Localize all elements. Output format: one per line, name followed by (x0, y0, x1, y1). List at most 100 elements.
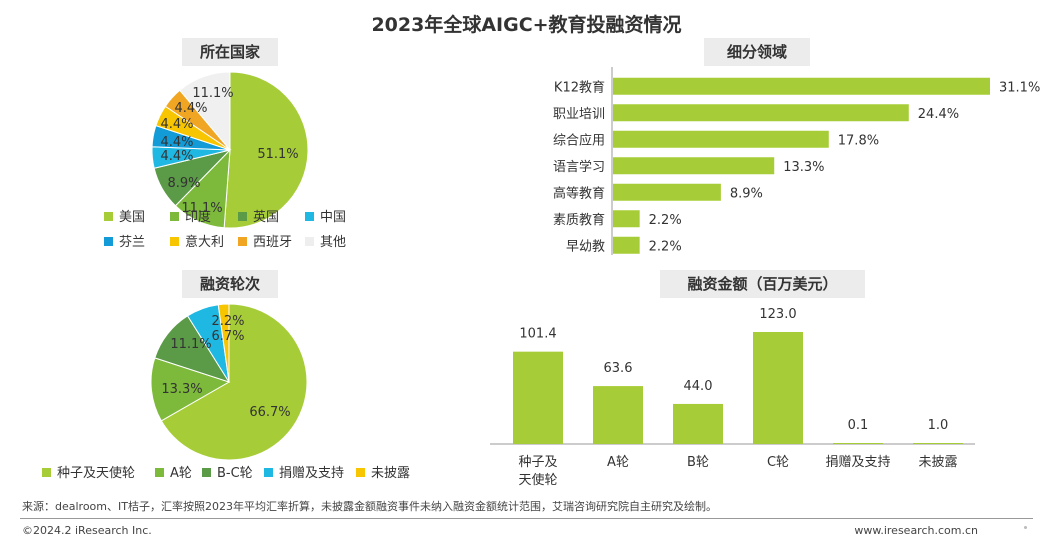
legend-item-bc-round: B-C轮 (202, 462, 253, 481)
sector-value-1: 24.4% (918, 107, 959, 122)
pie-label-round-0: 66.7% (249, 405, 290, 420)
legend-item-italy: 意大利 (170, 231, 224, 250)
amount-category-5: 未披露 (918, 455, 957, 470)
country-pie-chart: 51.1%11.1%8.9%4.4%4.4%4.4%4.4%11.1% (151, 71, 309, 229)
sector-category-4: 高等教育 (553, 185, 605, 201)
copyright: ©2024.2 iResearch Inc. (22, 524, 152, 537)
sector-value-4: 8.9% (730, 186, 763, 201)
sector-value-6: 2.2% (649, 239, 682, 254)
legend-item-donation: 捐赠及支持 (264, 462, 344, 481)
legend-swatch (104, 237, 113, 246)
pie-label-round-4: 2.2% (211, 314, 244, 329)
pie-label-round-2: 11.1% (170, 337, 211, 352)
legend-swatch (264, 468, 273, 477)
amount-value-0: 101.4 (519, 327, 556, 342)
legend-item-seed: 种子及天使轮 (42, 462, 135, 481)
legend-swatch (305, 212, 314, 221)
amount-value-5: 1.0 (928, 418, 949, 433)
sector-category-1: 职业培训 (553, 106, 605, 122)
pie-label-round-1: 13.3% (161, 382, 202, 397)
amount-category-2: B轮 (687, 455, 709, 470)
pie-label-country-4: 4.4% (160, 135, 193, 150)
legend-swatch (238, 212, 247, 221)
sector-category-2: 综合应用 (553, 132, 605, 148)
amount-bar-0 (513, 351, 563, 444)
sector-bar-5 (613, 210, 640, 228)
legend-swatch (155, 468, 164, 477)
page-title: 2023年全球AIGC+教育投融资情况 (371, 14, 682, 36)
legend-swatch (104, 212, 113, 221)
sector-value-0: 31.1% (999, 80, 1040, 95)
sector-value-3: 13.3% (783, 160, 824, 175)
page-dot (1024, 526, 1027, 529)
pie-label-round-3: 6.7% (211, 329, 244, 344)
sector-bar-2 (613, 130, 829, 148)
legend-item-finland: 芬兰 (104, 231, 145, 250)
sector-category-3: 语言学习 (553, 159, 605, 175)
amount-bar-3 (753, 332, 803, 444)
legend-label: 其他 (320, 235, 347, 250)
legend-label: 捐赠及支持 (279, 466, 345, 481)
sector-bar-1 (613, 104, 909, 122)
amount-value-4: 0.1 (848, 418, 869, 433)
amount-bar-2 (673, 403, 723, 444)
legend-item-spain: 西班牙 (238, 231, 292, 250)
legend-label: 英国 (253, 210, 280, 225)
amount-bar-5 (913, 443, 963, 444)
pie-label-country-0: 51.1% (257, 147, 298, 162)
round-chart-title: 融资轮次 (182, 270, 278, 298)
pie-label-country-5: 4.4% (160, 117, 193, 132)
legend-label: B-C轮 (217, 466, 253, 481)
amount-bar-chart: 101.4 种子及天使轮 63.6 A轮 44.0 B轮 123.0 C轮 0.1 捐赠及支持 1.… (490, 307, 975, 488)
legend-item-undisclosed: 未披露 (356, 462, 410, 481)
amount-category-0: 种子及 (518, 455, 557, 470)
legend-swatch (170, 237, 179, 246)
legend-label: 美国 (119, 210, 146, 225)
pie-label-country-7: 11.1% (192, 86, 233, 101)
legend-label: 意大利 (185, 235, 225, 250)
amount-value-2: 44.0 (684, 379, 713, 394)
legend-item-other: 其他 (305, 231, 346, 250)
amount-value-1: 63.6 (604, 361, 633, 376)
legend-swatch (356, 468, 365, 477)
website-link[interactable]: www.iresearch.com.cn (854, 524, 978, 537)
legend-item-us: 美国 (104, 206, 145, 225)
amount-bar-4 (833, 443, 883, 444)
sector-bar-chart: K12教育 31.1% 职业培训 24.4% 综合应用 17.8% 语言学习 13.3% 高等教… (553, 67, 1040, 255)
legend-item-uk: 英国 (238, 206, 279, 225)
amount-category-4: 捐赠及支持 (825, 455, 890, 470)
legend-swatch (202, 468, 211, 477)
pie-slice-round-4 (217, 303, 230, 383)
sector-category-0: K12教育 (554, 79, 605, 95)
legend-label: A轮 (170, 466, 192, 481)
sector-category-5: 素质教育 (553, 212, 605, 228)
sector-bar-3 (613, 157, 775, 175)
pie-label-country-3: 4.4% (160, 149, 193, 164)
pie-slice-country-0 (223, 71, 309, 229)
sector-category-6: 早幼教 (566, 238, 605, 254)
legend-item-a-round: A轮 (155, 462, 192, 481)
sector-value-5: 2.2% (649, 213, 682, 228)
legend-label: 印度 (185, 210, 212, 225)
pie-label-country-2: 8.9% (167, 176, 200, 191)
sector-value-2: 17.8% (838, 133, 879, 148)
sector-bar-6 (613, 236, 640, 254)
legend-label: 中国 (320, 210, 347, 225)
amount-category-1: A轮 (607, 455, 629, 470)
legend-item-china: 中国 (305, 206, 346, 225)
legend-swatch (42, 468, 51, 477)
pie-slice-country-7 (179, 71, 231, 152)
legend-label: 种子及天使轮 (57, 466, 136, 481)
round-pie-chart: 66.7% 13.3% 11.1%6.7%2.2% (150, 303, 308, 461)
amount-bar-1 (593, 386, 643, 444)
amount-category-0: 天使轮 (518, 472, 557, 488)
legend-label: 未披露 (371, 466, 411, 481)
legend-label: 芬兰 (119, 235, 146, 250)
country-chart-title: 所在国家 (182, 38, 278, 66)
footer-divider (20, 518, 1033, 519)
amount-chart-title: 融资金额（百万美元） (660, 270, 865, 298)
sector-bar-4 (613, 183, 721, 201)
legend-swatch (305, 237, 314, 246)
legend-label: 西班牙 (253, 235, 293, 250)
amount-value-3: 123.0 (759, 307, 796, 322)
